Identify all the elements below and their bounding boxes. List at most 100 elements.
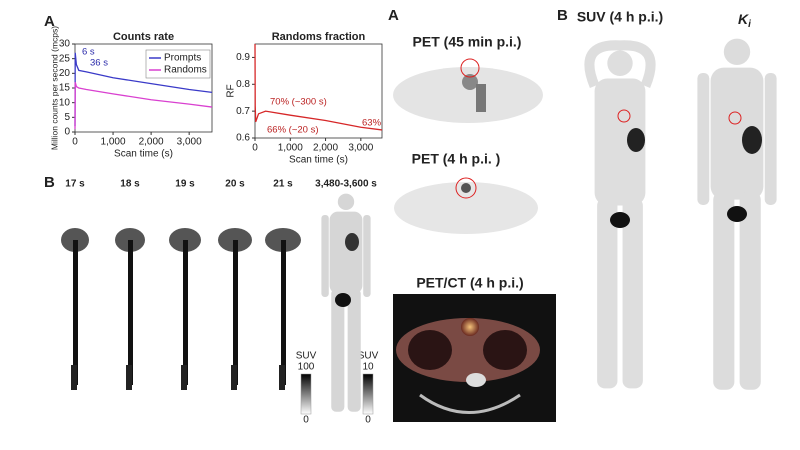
x-tick-label: 2,000 [313,143,338,154]
feet [181,365,187,390]
panel-label: B [557,7,568,24]
feet [71,365,77,390]
organ [345,233,359,251]
organ [627,128,645,152]
colorbar-min: 0 [365,415,371,426]
annotation: 36 s [90,58,108,69]
y-tick-label: 0.9 [236,52,250,63]
series-line [74,81,213,130]
image-title: PET/CT (4 h p.i.) [416,275,523,291]
y-tick-label: 25 [59,53,71,64]
x-axis-label: Scan time (s) [289,155,348,166]
image-title: PET (4 h p.i. ) [412,151,501,167]
y-tick-label: 0.6 [236,133,250,144]
pet-slice [394,182,538,234]
leg [622,197,643,389]
aorta [233,240,238,385]
legend-label: Prompts [164,53,201,64]
x-tick-label: 1,000 [278,143,303,154]
annotation: 70% (~300 s) [270,97,327,108]
series-line [254,43,383,131]
leg [347,288,361,412]
organ [742,126,762,154]
arm [697,72,710,205]
y-tick-label: 0.7 [236,106,250,117]
aorta [183,240,188,385]
chart-title: Counts rate [113,31,174,43]
image-title: SUV (4 h p.i.) [577,9,663,25]
colorbar [300,373,312,415]
leg [331,288,345,412]
colorbar [362,373,374,415]
aorta [128,240,133,385]
frame-label: 21 s [273,179,293,190]
roi-circle [460,58,480,78]
torso [329,211,363,294]
y-tick-label: 15 [59,83,71,94]
torso [710,67,764,200]
x-tick-label: 3,000 [348,143,373,154]
colorbar-title: SUV [296,351,317,362]
ki-main: K [738,11,749,27]
y-axis-label: Million counts per second (mcps) [49,26,59,150]
y-tick-label: 0 [64,127,70,138]
x-tick-label: 1,000 [101,137,126,148]
x-tick-label: 3,000 [177,137,202,148]
y-tick-label: 10 [59,97,71,108]
lesion [462,74,478,90]
legend-label: Randoms [164,65,207,76]
x-tick-label: 2,000 [139,137,164,148]
y-tick-label: 30 [59,39,71,50]
roi-circle [617,109,631,123]
y-axis-label: RF [226,84,237,97]
ki-sub: i [748,19,751,30]
roi-circle [728,111,742,125]
chart-title: Randoms fraction [272,31,366,43]
y-tick-label: 0.8 [236,79,250,90]
arm [363,214,371,297]
frame-label: 17 s [65,179,85,190]
pet-slice [393,67,543,123]
panel-label: B [44,174,55,191]
arm [321,214,329,297]
leg [597,197,618,389]
frame-label: 20 s [225,179,245,190]
head [337,193,355,211]
feet [279,365,285,390]
annotation: 6 s [82,47,95,58]
head [723,38,751,66]
colorbar-title: SUV [358,351,379,362]
frame-label: 3,480-3,600 s [315,179,377,190]
organ [727,206,747,222]
y-tick-label: 5 [64,112,70,123]
organ [610,212,630,228]
aorta [73,240,78,385]
table [419,393,521,414]
y-tick-label: 20 [59,68,71,79]
arms [584,40,656,89]
lesion [461,183,471,193]
frame-label: 19 s [175,179,195,190]
torso [594,78,646,206]
annotation: 63% [362,118,382,129]
spine [476,84,486,112]
image-title: PET (45 min p.i.) [413,34,522,50]
feet [126,365,132,390]
x-tick-label: 0 [72,137,78,148]
spine [466,373,486,387]
colorbar-min: 0 [303,415,309,426]
frame-label: 18 s [120,179,140,190]
legend-box [145,49,211,79]
annotation: 66% (~20 s) [267,125,319,136]
x-axis-label: Scan time (s) [114,149,173,160]
panel-label: A [388,7,399,24]
leg [713,191,735,390]
aorta [281,240,286,385]
feet [231,365,237,390]
colorbar-max: 10 [362,362,374,373]
lesion [461,318,479,336]
roi-circle [455,177,477,199]
leg [739,191,761,390]
panel-label: A [44,13,55,30]
